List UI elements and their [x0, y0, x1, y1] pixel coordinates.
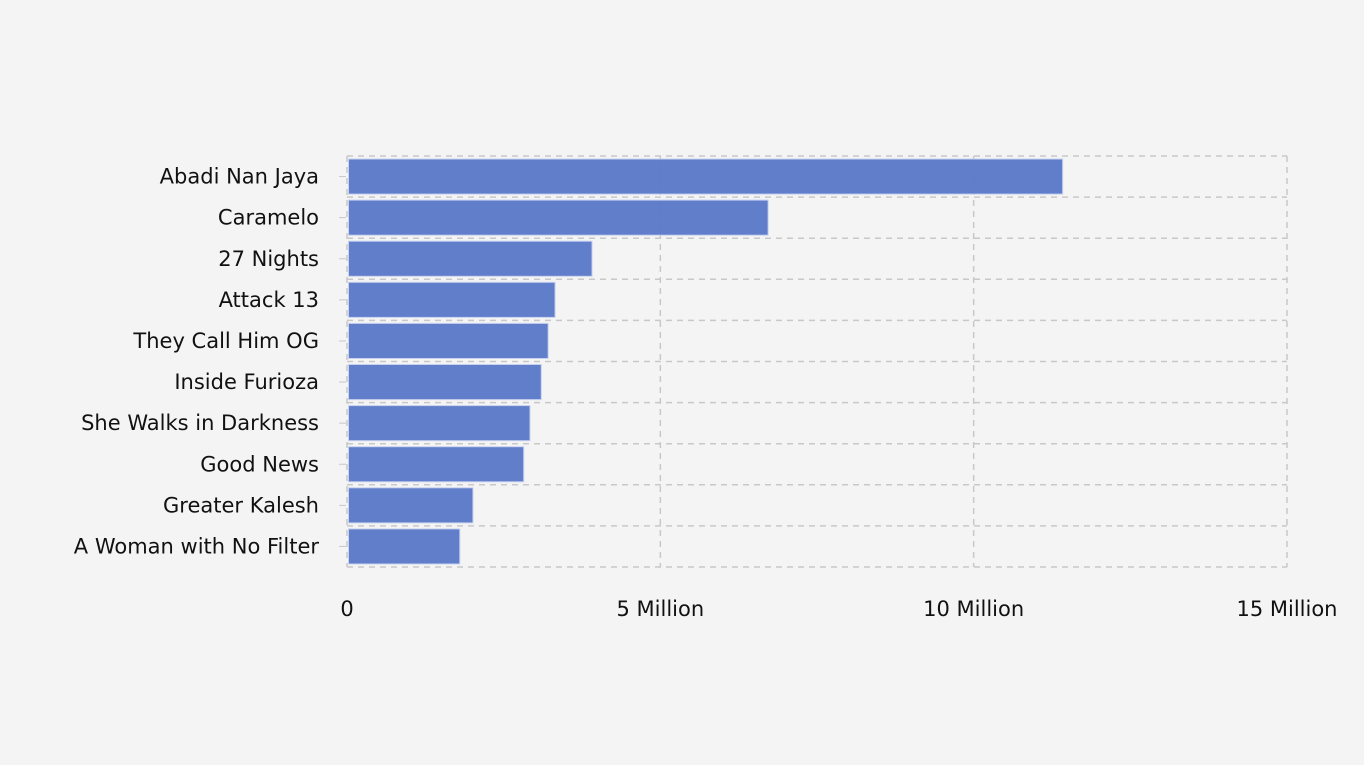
category-label: Attack 13 [219, 288, 319, 312]
bar[interactable] [348, 322, 549, 359]
category-axis: Abadi Nan Jaya Caramelo 27 Nights Attack 13… [74, 165, 346, 558]
x-tick-label: 10 Million [923, 597, 1024, 621]
category-label: They Call Him OG [132, 329, 319, 353]
bar[interactable] [348, 281, 556, 318]
category-label: Greater Kalesh [163, 493, 319, 517]
bar[interactable] [348, 240, 593, 277]
x-tick-label: 15 Million [1236, 597, 1337, 621]
category-label: A Woman with No Filter [74, 534, 320, 558]
category-label: Abadi Nan Jaya [160, 165, 319, 189]
category-label: Good News [200, 452, 319, 476]
bar[interactable] [348, 487, 474, 524]
category-label: She Walks in Darkness [81, 411, 319, 435]
bar[interactable] [348, 528, 461, 565]
x-tick-label: 0 [340, 597, 353, 621]
bars [348, 158, 1064, 565]
value-axis: 0 5 Million 10 Million 15 Million [340, 597, 1337, 621]
bar[interactable] [348, 405, 531, 442]
bar[interactable] [348, 158, 1064, 195]
x-tick-label: 5 Million [617, 597, 705, 621]
category-label: 27 Nights [218, 247, 319, 271]
category-label: Inside Furioza [174, 370, 319, 394]
category-label: Caramelo [218, 206, 319, 230]
bar[interactable] [348, 199, 769, 236]
grid [346, 155, 1288, 568]
bar[interactable] [348, 446, 525, 483]
bar[interactable] [348, 364, 542, 401]
